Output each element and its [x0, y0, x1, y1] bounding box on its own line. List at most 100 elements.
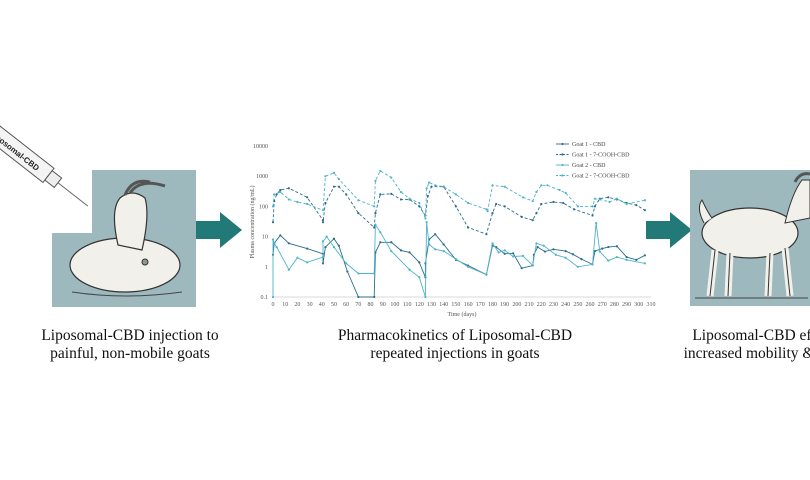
data-point	[512, 252, 515, 255]
data-point	[466, 265, 470, 268]
data-point	[337, 244, 340, 247]
data-point	[576, 265, 579, 268]
data-point	[485, 273, 488, 276]
data-point	[607, 196, 610, 199]
data-point	[430, 185, 433, 188]
x-tick-label: 270	[598, 302, 607, 308]
data-point	[593, 197, 597, 200]
data-point	[287, 198, 290, 201]
data-point	[379, 231, 382, 234]
data-point	[279, 190, 282, 194]
data-point	[601, 247, 604, 250]
data-point	[521, 254, 525, 257]
data-point	[454, 193, 458, 196]
data-point	[531, 219, 534, 222]
data-point	[531, 264, 534, 267]
data-point	[558, 188, 561, 192]
data-point	[337, 185, 340, 188]
data-point	[546, 184, 549, 187]
y-tick-label: 1000	[256, 174, 268, 180]
legend-marker	[561, 153, 564, 156]
data-point	[296, 256, 299, 259]
data-point	[321, 262, 325, 265]
data-point	[486, 209, 489, 213]
data-point	[591, 263, 594, 266]
x-tick-label: 10	[282, 302, 288, 308]
data-point	[454, 205, 458, 208]
data-point	[275, 245, 278, 249]
resting-goat-icon	[69, 179, 183, 297]
data-point	[424, 217, 427, 220]
data-point	[271, 238, 275, 241]
data-point	[540, 184, 543, 187]
data-point	[542, 244, 545, 247]
data-point	[425, 187, 428, 190]
data-point	[357, 211, 360, 215]
middle-caption-line1: Pharmacokinetics of Liposomal-CBD	[337, 327, 573, 344]
data-point	[374, 223, 377, 226]
data-point	[345, 193, 348, 196]
x-tick-label: 240	[561, 302, 570, 308]
data-point	[390, 176, 393, 179]
data-point	[324, 245, 327, 249]
x-axis-label: Time (days)	[448, 311, 477, 318]
data-point	[625, 258, 628, 261]
data-point	[390, 241, 393, 244]
legend-marker	[561, 142, 564, 146]
data-point	[279, 234, 282, 237]
data-point	[287, 187, 290, 190]
data-point	[625, 202, 628, 206]
legend-label: Goat 2 - 7-COOH-CBD	[572, 174, 630, 180]
data-point	[643, 209, 647, 212]
data-point	[345, 262, 348, 265]
x-tick-label: 30	[307, 302, 313, 308]
data-point	[374, 211, 377, 215]
data-point	[643, 254, 647, 257]
y-tick-label: 1	[265, 265, 268, 271]
data-point	[564, 250, 567, 253]
x-tick-label: 110	[403, 302, 412, 308]
legend-label: Goat 1 - CBD	[572, 142, 606, 148]
x-tick-label: 130	[427, 302, 436, 308]
data-point	[325, 235, 328, 238]
data-point	[485, 233, 488, 236]
data-point	[552, 248, 555, 251]
data-point	[427, 243, 431, 246]
data-point	[580, 257, 583, 261]
data-point	[635, 204, 638, 207]
data-point	[512, 255, 515, 258]
data-point	[598, 198, 601, 201]
data-point	[491, 211, 494, 215]
x-tick-label: 310	[647, 302, 656, 308]
data-point	[485, 208, 488, 211]
data-point	[390, 192, 393, 195]
data-point	[321, 221, 325, 224]
data-point	[434, 233, 437, 236]
arrow-right-icon	[196, 212, 242, 248]
data-point	[390, 250, 393, 253]
data-point	[379, 169, 382, 172]
data-point	[520, 215, 523, 218]
left-illustration: Liposomal-CBD	[0, 115, 196, 307]
data-point	[643, 262, 647, 265]
data-point	[399, 198, 403, 201]
x-tick-label: 170	[476, 302, 485, 308]
data-point	[593, 250, 597, 253]
data-point	[576, 205, 579, 208]
data-point	[399, 249, 403, 252]
data-point	[287, 242, 290, 245]
left-caption-line2: painful, non-mobile goats	[50, 345, 210, 362]
x-tick-label: 40	[319, 302, 325, 308]
data-point	[607, 259, 610, 262]
data-point	[418, 261, 421, 264]
x-tick-label: 60	[343, 302, 349, 308]
data-point	[373, 205, 376, 208]
x-tick-label: 90	[380, 302, 386, 308]
data-point	[271, 221, 275, 224]
y-tick-label: 10	[262, 235, 268, 241]
data-point	[379, 193, 382, 196]
x-tick-label: 210	[525, 302, 534, 308]
walking-goat-icon	[695, 172, 810, 299]
data-point	[321, 240, 325, 243]
